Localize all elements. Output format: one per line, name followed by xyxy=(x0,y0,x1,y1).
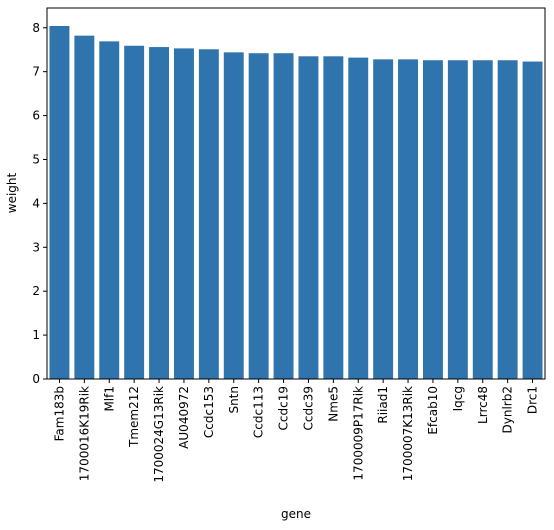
bar-AU040972 xyxy=(173,48,194,380)
x-tick-label: 1700007K13Rik xyxy=(401,386,415,481)
x-tick-label: Fam183b xyxy=(52,386,66,441)
bar-1700016K19Rik xyxy=(74,35,95,380)
x-tick-label: Lrrc48 xyxy=(476,386,490,424)
bar-Mlf1 xyxy=(99,41,120,380)
bar-Ccdc153 xyxy=(198,49,219,380)
bars-group xyxy=(49,26,543,380)
x-tick-label: Ccdc39 xyxy=(301,386,315,430)
bar-Nme5 xyxy=(323,56,344,379)
x-tick-label: Ccdc113 xyxy=(252,386,266,438)
x-tick-label: Mlf1 xyxy=(102,386,116,412)
bar-Ccdc19 xyxy=(273,53,294,380)
bar-Ccdc113 xyxy=(248,53,269,380)
x-tick-label: Ccdc19 xyxy=(277,386,291,430)
y-axis-ticks: 0 1 2 3 4 5 6 7 8 xyxy=(32,21,47,386)
x-tick-label: Dynlrb2 xyxy=(501,386,515,433)
plot-frame xyxy=(46,7,546,380)
x-tick-label: Iqcg xyxy=(451,386,465,411)
bar-1700009P17Rik xyxy=(348,57,369,380)
y-axis-label: weight xyxy=(5,172,19,213)
y-tick-label: 3 xyxy=(32,240,40,254)
y-tick-label: 8 xyxy=(32,21,40,35)
bar-Riiad1 xyxy=(373,59,394,379)
x-tick-label: 1700024G13Rik xyxy=(152,386,166,483)
bar-Drc1 xyxy=(522,61,543,379)
x-axis-ticks: Fam183b 1700016K19Rik Mlf1 Tmem212 1700024G1… xyxy=(52,379,540,483)
x-tick-label: Ccdc153 xyxy=(202,386,216,438)
x-tick-label: Nme5 xyxy=(326,386,340,422)
y-tick-label: 6 xyxy=(32,109,40,123)
bar-Fam183b xyxy=(49,26,70,379)
bar-Sntn xyxy=(223,52,244,379)
bar-Ccdc39 xyxy=(298,56,319,379)
bar-1700007K13Rik xyxy=(398,59,419,379)
y-tick-label: 4 xyxy=(32,196,40,210)
y-tick-label: 2 xyxy=(32,284,40,298)
bar-1700024G13Rik xyxy=(149,47,170,379)
bar-Dynlrb2 xyxy=(497,60,518,379)
x-tick-label: 1700009P17Rik xyxy=(351,386,365,481)
x-tick-label: AU040972 xyxy=(177,386,191,449)
bar-Lrrc48 xyxy=(472,60,493,379)
y-tick-label: 0 xyxy=(32,372,40,386)
y-tick-label: 7 xyxy=(32,65,40,79)
x-tick-label: 1700016K19Rik xyxy=(77,386,91,481)
x-tick-label: Sntn xyxy=(227,386,241,414)
x-tick-label: Tmem212 xyxy=(127,386,141,448)
x-tick-label: Riiad1 xyxy=(376,386,390,424)
bar-Efcab10 xyxy=(422,60,443,379)
y-tick-label: 1 xyxy=(32,328,40,342)
y-tick-label: 5 xyxy=(32,152,40,166)
x-tick-label: Drc1 xyxy=(526,386,540,414)
bar-Iqcg xyxy=(447,60,468,379)
bar-Tmem212 xyxy=(124,45,145,380)
x-tick-label: Efcab10 xyxy=(426,386,440,435)
x-axis-label: gene xyxy=(281,507,311,521)
